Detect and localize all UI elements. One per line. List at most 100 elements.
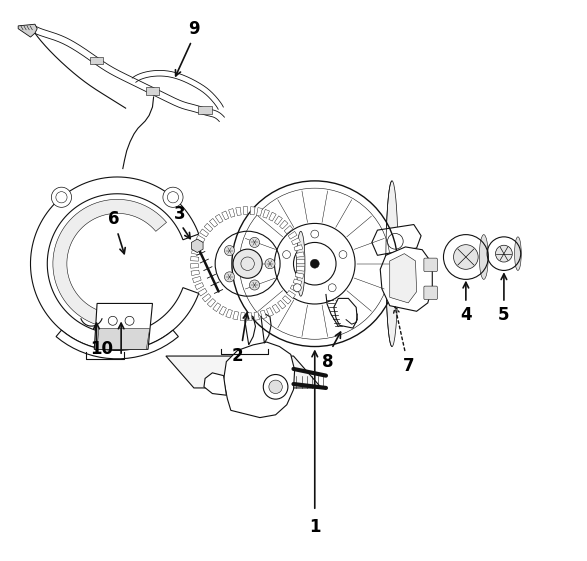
Circle shape (294, 284, 301, 292)
Polygon shape (292, 238, 301, 245)
Circle shape (233, 249, 262, 278)
Circle shape (495, 245, 512, 262)
Bar (90, 57, 103, 65)
Polygon shape (207, 298, 215, 307)
FancyBboxPatch shape (424, 258, 437, 272)
Text: 10: 10 (90, 340, 114, 358)
FancyBboxPatch shape (424, 286, 437, 300)
Text: 4: 4 (460, 306, 472, 324)
Circle shape (163, 187, 183, 208)
Bar (146, 88, 159, 95)
Text: 9: 9 (188, 20, 200, 38)
Polygon shape (56, 330, 178, 359)
Polygon shape (295, 273, 303, 278)
Polygon shape (53, 199, 167, 328)
Circle shape (249, 280, 259, 290)
Ellipse shape (296, 231, 305, 296)
Circle shape (311, 230, 319, 238)
Circle shape (52, 187, 72, 208)
Circle shape (269, 380, 282, 393)
Polygon shape (204, 223, 213, 232)
Circle shape (249, 237, 259, 247)
Polygon shape (95, 304, 153, 350)
Polygon shape (243, 206, 248, 215)
Polygon shape (284, 226, 293, 234)
Polygon shape (228, 209, 235, 217)
Polygon shape (288, 231, 297, 239)
Polygon shape (191, 256, 199, 261)
Circle shape (224, 272, 235, 282)
Circle shape (282, 251, 291, 259)
Polygon shape (263, 209, 269, 218)
Polygon shape (261, 314, 271, 343)
Ellipse shape (386, 181, 398, 347)
Circle shape (108, 316, 117, 325)
Polygon shape (380, 247, 432, 311)
Circle shape (125, 316, 134, 325)
Polygon shape (293, 279, 302, 286)
Circle shape (454, 245, 478, 269)
Polygon shape (215, 214, 223, 223)
Polygon shape (219, 306, 227, 315)
Polygon shape (296, 259, 305, 264)
Polygon shape (334, 298, 357, 328)
Circle shape (265, 259, 275, 269)
Ellipse shape (515, 237, 521, 270)
Polygon shape (166, 356, 322, 388)
Polygon shape (210, 218, 218, 227)
Polygon shape (191, 249, 200, 255)
Polygon shape (193, 277, 201, 283)
Polygon shape (286, 291, 295, 298)
Polygon shape (198, 288, 207, 296)
Text: 2: 2 (232, 347, 244, 365)
Polygon shape (203, 294, 211, 302)
Text: 5: 5 (498, 306, 510, 324)
Polygon shape (213, 303, 221, 311)
Polygon shape (279, 220, 288, 229)
Polygon shape (204, 373, 227, 395)
Text: 7: 7 (403, 357, 414, 375)
Polygon shape (31, 177, 199, 351)
Polygon shape (193, 242, 202, 249)
Polygon shape (372, 224, 421, 255)
Circle shape (339, 251, 347, 259)
Polygon shape (296, 266, 305, 271)
Polygon shape (195, 283, 204, 289)
Polygon shape (222, 211, 229, 220)
Polygon shape (390, 254, 417, 303)
Text: 3: 3 (174, 205, 185, 223)
Polygon shape (266, 307, 274, 316)
Polygon shape (233, 311, 239, 320)
Polygon shape (254, 312, 259, 320)
Circle shape (224, 246, 235, 256)
Polygon shape (196, 235, 205, 242)
Polygon shape (248, 313, 252, 321)
Polygon shape (191, 264, 198, 268)
Polygon shape (244, 314, 255, 345)
Polygon shape (282, 296, 291, 304)
Polygon shape (296, 252, 304, 257)
Polygon shape (261, 310, 266, 319)
Polygon shape (272, 304, 280, 313)
Polygon shape (200, 229, 208, 237)
Polygon shape (18, 24, 37, 37)
Polygon shape (257, 208, 262, 216)
Polygon shape (294, 245, 303, 251)
Circle shape (311, 259, 319, 268)
Polygon shape (240, 312, 245, 321)
Polygon shape (269, 212, 276, 221)
Bar (198, 106, 212, 114)
Polygon shape (224, 342, 295, 417)
Circle shape (328, 284, 336, 292)
Polygon shape (226, 309, 232, 318)
Text: 8: 8 (322, 353, 334, 371)
Polygon shape (191, 270, 200, 275)
Polygon shape (191, 239, 203, 252)
Polygon shape (278, 300, 286, 309)
Ellipse shape (480, 234, 488, 279)
Polygon shape (275, 216, 282, 224)
Text: 6: 6 (107, 210, 119, 228)
Polygon shape (97, 329, 150, 350)
Text: 1: 1 (309, 518, 321, 536)
Polygon shape (290, 285, 299, 292)
